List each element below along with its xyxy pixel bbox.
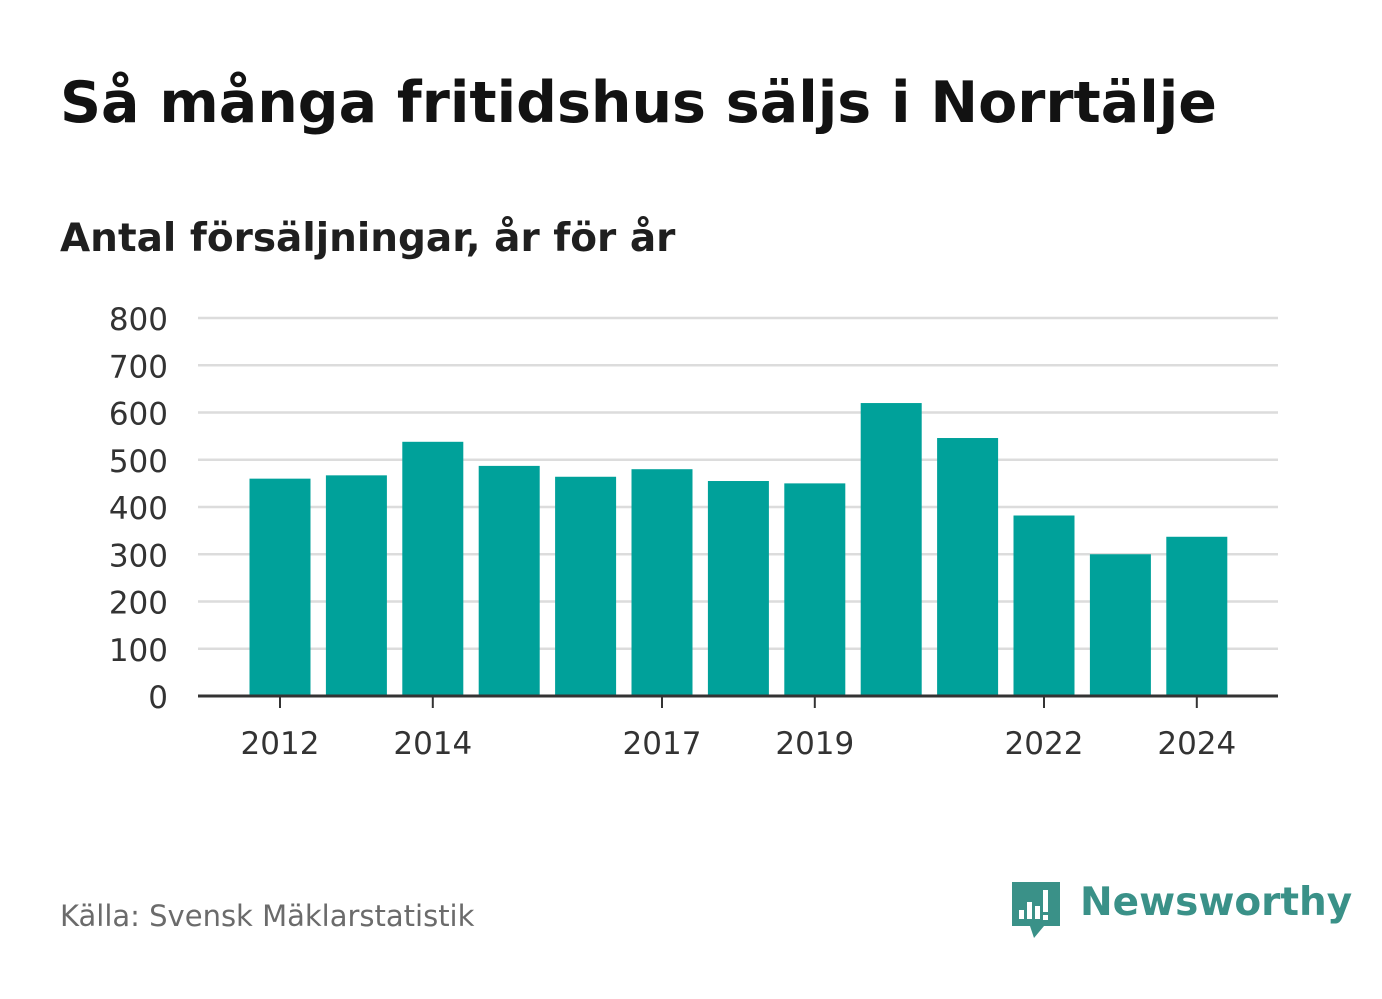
y-tick-label: 400: [109, 491, 168, 527]
bar-2023: [1089, 554, 1151, 696]
y-tick-label: 800: [109, 302, 168, 338]
bar-2014: [402, 441, 464, 696]
y-tick-label: 100: [109, 633, 168, 669]
x-tick-label: 2019: [775, 726, 854, 762]
bar-2015: [478, 465, 540, 696]
x-tick-label: 2017: [623, 726, 702, 762]
bar-2016: [555, 476, 617, 696]
source-note: Källa: Svensk Mäklarstatistik: [60, 899, 475, 933]
y-tick-label: 300: [109, 538, 168, 574]
y-tick-label: 200: [109, 586, 168, 622]
x-tick-label: 2012: [241, 726, 320, 762]
x-axis-ticks: 2012 2014 2017 2019 2022 2024: [241, 696, 1236, 762]
bar-2020: [860, 403, 922, 696]
chart-title: Så många fritidshus säljs i Norrtälje: [60, 70, 1217, 136]
bar-2022: [1013, 515, 1075, 696]
y-tick-label: 0: [148, 680, 168, 716]
bar-2024: [1166, 536, 1228, 696]
brand-name: Newsworthy: [1080, 880, 1353, 925]
y-tick-label: 500: [109, 444, 168, 480]
bar-2018: [707, 481, 769, 696]
newsworthy-logo-icon: [1012, 882, 1060, 938]
bars: [249, 403, 1228, 696]
bar-2019: [784, 483, 846, 696]
x-tick-label: 2014: [393, 726, 472, 762]
x-tick-label: 2024: [1157, 726, 1236, 762]
y-tick-label: 700: [109, 349, 168, 385]
bar-2013: [325, 475, 387, 696]
y-tick-label: 600: [109, 397, 168, 433]
chart-subtitle: Antal försäljningar, år för år: [60, 216, 676, 261]
x-tick-label: 2022: [1005, 726, 1084, 762]
bar-2017: [631, 469, 693, 696]
y-axis-ticks: 0 100 200 300 400 500 600 700 800: [109, 302, 168, 716]
bar-2012: [249, 478, 311, 696]
bar-2021: [937, 438, 999, 696]
